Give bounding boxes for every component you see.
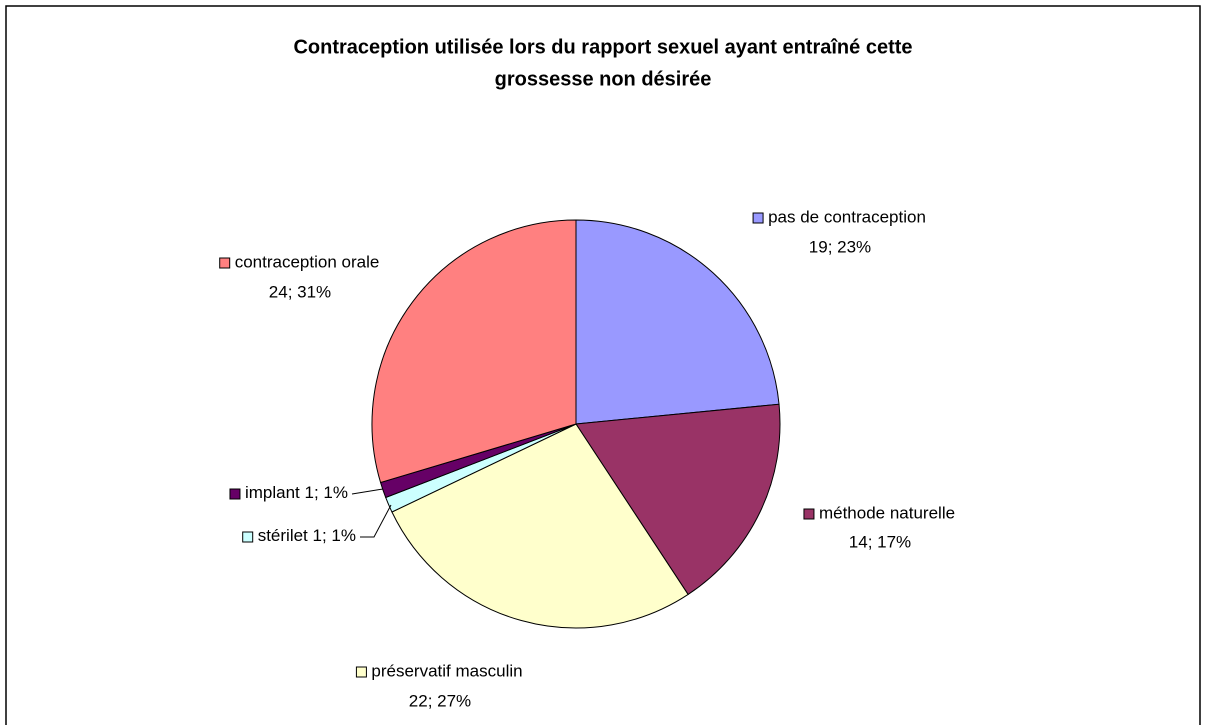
chart-title: grossesse non désirée	[495, 68, 712, 90]
chart-title: Contraception utilisée lors du rapport s…	[293, 36, 912, 58]
leader-line	[360, 504, 392, 538]
pie-slice	[371, 219, 577, 484]
category-label: implant	[245, 483, 300, 502]
category-label: stérilet	[258, 526, 308, 545]
pie-slice	[391, 423, 689, 629]
legend-key	[219, 257, 231, 269]
value-label: 24; 31%	[269, 282, 331, 301]
slice-label: stérilet 1; 1%	[258, 526, 356, 545]
legend-key	[752, 212, 764, 224]
legend-key	[355, 666, 367, 678]
leader-line	[351, 488, 384, 495]
legend-key	[242, 531, 254, 543]
slice-label: préservatif masculin	[371, 661, 522, 680]
slice-label: pas de contraception	[768, 207, 926, 226]
pie-slice	[575, 403, 781, 596]
value-label: 1; 1%	[313, 526, 356, 545]
legend-key	[229, 488, 241, 500]
value-label: 14; 17%	[849, 532, 911, 551]
slice-label: contraception orale	[235, 252, 380, 271]
value-label: 19; 23%	[809, 237, 871, 256]
value-label: 22; 27%	[409, 691, 471, 710]
legend-key	[803, 508, 815, 520]
pie-slice	[575, 219, 780, 425]
slice-label: méthode naturelle	[819, 503, 955, 522]
slice-label: implant 1; 1%	[245, 483, 348, 502]
value-label: 1; 1%	[305, 483, 348, 502]
